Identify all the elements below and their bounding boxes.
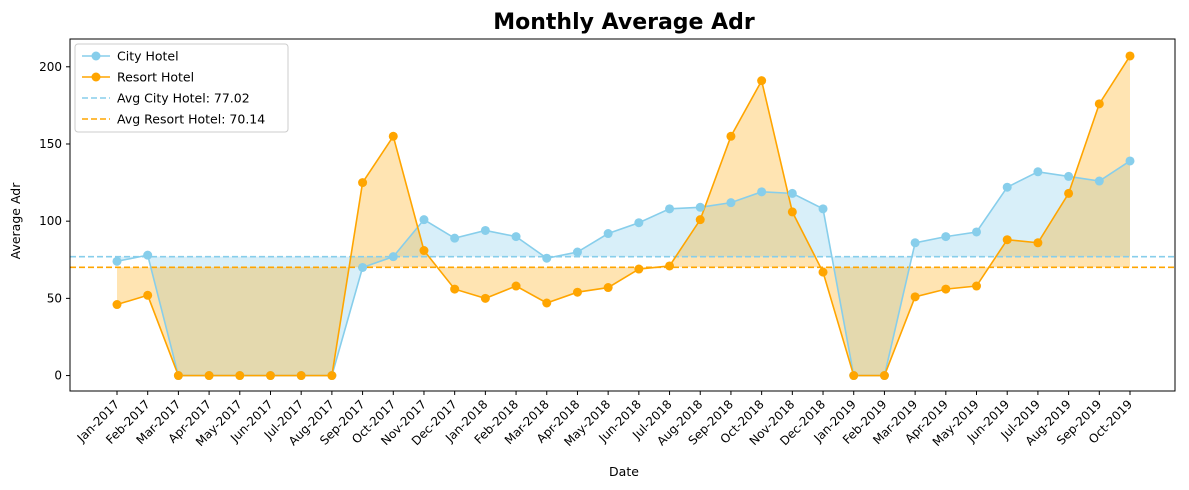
data-point-resort-hotel [1002, 235, 1012, 245]
data-point-resort-hotel [296, 371, 306, 381]
y-tick-label: 50 [47, 291, 62, 305]
reference-lines [70, 255, 1175, 269]
data-point-city-hotel [572, 247, 582, 257]
data-point-city-hotel [112, 256, 122, 266]
legend-label-avg-city-hotel: Avg City Hotel: 77.02 [117, 91, 250, 106]
data-point-resort-hotel [419, 246, 429, 256]
x-axis-label: Date [609, 464, 639, 479]
area-fills [117, 55, 1130, 376]
data-point-resort-hotel [726, 131, 736, 141]
data-point-city-hotel [480, 225, 490, 235]
y-axis-label: Average Adr [8, 182, 23, 260]
data-point-resort-hotel [235, 371, 245, 381]
data-point-city-hotel [358, 262, 368, 272]
data-point-city-hotel [1002, 182, 1012, 192]
data-point-resort-hotel [358, 178, 368, 188]
data-point-resort-hotel [572, 287, 582, 297]
y-tick-label: 150 [39, 137, 62, 151]
series-lines [116, 55, 1131, 377]
data-point-resort-hotel [757, 76, 767, 86]
data-point-resort-hotel [327, 371, 337, 381]
legend-label-resort-hotel: Resort Hotel [117, 70, 194, 85]
data-point-resort-hotel [910, 292, 920, 302]
data-point-city-hotel [143, 250, 153, 260]
legend-marker-city-hotel [91, 51, 101, 61]
data-point-resort-hotel [849, 371, 859, 381]
data-point-resort-hotel [818, 267, 828, 277]
y-tick-label: 100 [39, 214, 62, 228]
data-point-city-hotel [818, 204, 828, 214]
legend-label-avg-resort-hotel: Avg Resort Hotel: 70.14 [117, 112, 265, 127]
data-point-city-hotel [542, 253, 552, 263]
data-point-resort-hotel [972, 281, 982, 291]
data-point-resort-hotel [603, 283, 613, 293]
data-point-city-hotel [1094, 176, 1104, 186]
data-point-city-hotel [695, 202, 705, 212]
data-point-resort-hotel [112, 300, 122, 310]
data-point-resort-hotel [634, 264, 644, 274]
data-point-resort-hotel [542, 298, 552, 308]
data-point-resort-hotel [450, 284, 460, 294]
data-point-city-hotel [511, 232, 521, 242]
data-point-resort-hotel [204, 371, 214, 381]
y-tick-label: 200 [39, 60, 62, 74]
data-point-resort-hotel [1033, 238, 1043, 248]
data-point-city-hotel [450, 233, 460, 243]
data-point-resort-hotel [143, 290, 153, 300]
data-point-city-hotel [787, 188, 797, 198]
data-point-resort-hotel [1064, 188, 1074, 198]
data-point-resort-hotel [879, 371, 889, 381]
data-point-resort-hotel [1125, 51, 1135, 61]
data-point-resort-hotel [388, 131, 398, 141]
data-point-city-hotel [665, 204, 675, 214]
data-point-resort-hotel [695, 215, 705, 225]
data-point-city-hotel [910, 238, 920, 248]
data-point-city-hotel [634, 218, 644, 228]
legend: City Hotel Resort Hotel Avg City Hotel: 77… [74, 43, 289, 133]
area-fill-city-hotel [117, 160, 1130, 376]
legend-label-city-hotel: City Hotel [117, 49, 179, 64]
x-axis: Jan-2017Feb-2017Mar-2017Apr-2017May-2017… [74, 391, 1135, 449]
data-point-resort-hotel [480, 293, 490, 303]
legend-frame [74, 43, 289, 133]
data-point-city-hotel [1033, 167, 1043, 177]
data-point-city-hotel [726, 198, 736, 208]
data-point-city-hotel [1125, 156, 1135, 166]
data-point-city-hotel [941, 232, 951, 242]
series-points [112, 51, 1135, 381]
y-tick-label: 0 [54, 369, 62, 383]
data-point-city-hotel [1064, 171, 1074, 181]
data-point-city-hotel [603, 229, 613, 239]
data-point-resort-hotel [665, 261, 675, 271]
data-point-resort-hotel [265, 371, 275, 381]
data-point-resort-hotel [787, 207, 797, 217]
data-point-resort-hotel [941, 284, 951, 294]
series-line-resort-hotel [116, 55, 1131, 377]
plot-frame [69, 38, 1176, 392]
data-point-city-hotel [419, 215, 429, 225]
data-point-city-hotel [972, 227, 982, 237]
y-axis: 0 50 100 150 200 [39, 60, 70, 383]
data-point-resort-hotel [1094, 99, 1104, 109]
data-point-resort-hotel [511, 281, 521, 291]
data-point-city-hotel [388, 252, 398, 262]
chart-title: Monthly Average Adr [493, 10, 755, 35]
area-fill-resort-hotel [117, 55, 1130, 376]
data-point-resort-hotel [173, 371, 183, 381]
legend-marker-resort-hotel [91, 72, 101, 82]
data-point-city-hotel [757, 187, 767, 197]
